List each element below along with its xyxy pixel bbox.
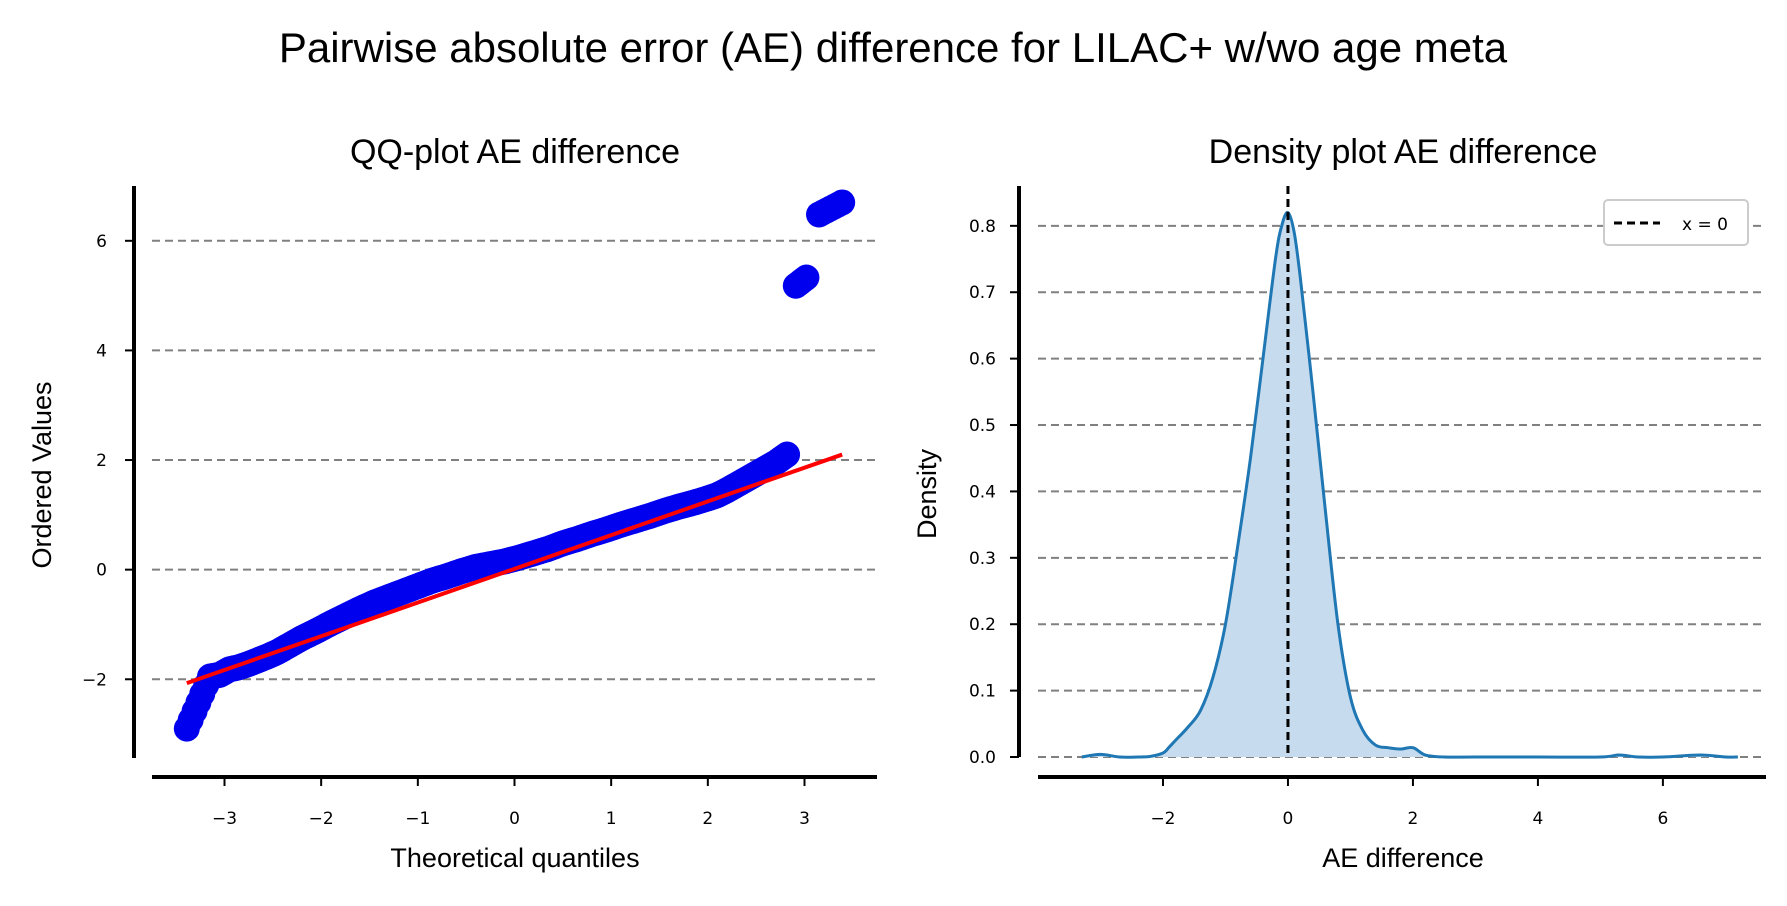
density-x-ticks: −2 0 2 4 6 [1150,777,1668,829]
density-y-tick-label: 0.5 [969,416,996,436]
density-curve-group [1081,210,1738,759]
qq-y-ticks: −2 0 2 4 6 [82,232,134,690]
qq-fit-line-segment [186,452,843,685]
density-y-tick-label: 0.7 [969,283,996,303]
qq-y-axis-label: Ordered Values [27,381,57,568]
density-y-tick-label: 0.8 [969,217,996,237]
qq-fit-line [186,452,843,685]
density-y-tick-label: 0.6 [969,350,996,370]
qq-x-ticks: −3 −2 −1 0 1 2 3 [212,777,810,829]
legend-box [1603,199,1749,246]
density-y-axis-label: Density [912,448,942,539]
qq-plot-panel: QQ-plot AE difference −3 −2 −1 0 1 2 3 −20246 … [27,133,877,873]
density-x-tick-label: 2 [1408,809,1419,829]
qq-x-tick-label: −3 [212,809,237,829]
density-x-axis-label: AE difference [1322,843,1484,873]
qq-x-axis-label: Theoretical quantiles [390,843,639,873]
density-x-tick-label: 0 [1283,809,1294,829]
density-curve-line [1081,210,1738,759]
qq-x-tick-label: 1 [606,809,617,829]
qq-y-tick-label: −2 [82,670,107,690]
density-area-fill [1081,212,1738,758]
density-legend: x = 0 [1603,199,1749,246]
qq-point [173,715,200,742]
qq-points [173,189,856,742]
qq-y-tick-label: 6 [96,232,107,252]
qq-point [793,264,820,291]
qq-x-tick-label: −2 [309,809,334,829]
density-y-tick-label: 0.3 [969,549,996,569]
density-y-ticks: 0.0 0.1 0.2 0.3 0.4 0.5 0.6 0.7 0.8 [969,217,1019,768]
density-x-tick-label: 4 [1533,809,1544,829]
qq-x-tick-label: −1 [405,809,430,829]
qq-x-tick-label: 0 [509,809,520,829]
density-y-tick-label: 0.4 [969,482,996,502]
qq-x-tick-label: 3 [799,809,810,829]
qq-point [829,189,856,216]
figure-title: Pairwise absolute error (AE) difference … [279,24,1508,71]
density-y-tick-label: 0.1 [969,682,996,702]
density-grid [1038,224,1766,758]
qq-plot-title: QQ-plot AE difference [350,133,680,171]
legend-label: x = 0 [1682,215,1728,235]
density-x-tick-label: −2 [1150,809,1175,829]
density-y-tick-label: 0.2 [969,615,996,635]
density-plot-panel: Density plot AE difference −2 0 2 4 6 0.0 0.1… [912,133,1766,873]
qq-y-tick-label: 2 [96,451,107,471]
qq-y-tick-label: 0 [96,561,107,581]
qq-y-tick-label: 4 [96,341,107,361]
density-y-tick-label: 0.0 [969,748,996,768]
qq-point [806,201,832,228]
qq-x-tick-label: 2 [702,809,713,829]
density-x-tick-label: 6 [1657,809,1668,829]
qq-point [774,441,801,468]
density-plot-title: Density plot AE difference [1209,133,1598,171]
